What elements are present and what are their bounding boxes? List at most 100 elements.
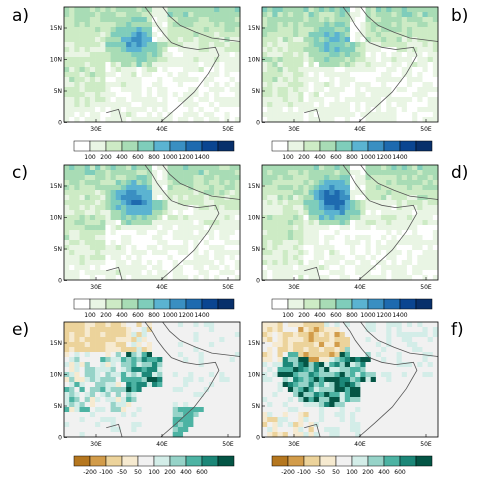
heatmap-cell xyxy=(64,322,70,328)
heatmap-cell xyxy=(110,7,117,13)
heatmap-cell xyxy=(396,402,403,408)
heatmap-cell xyxy=(115,245,122,251)
heatmap-cell xyxy=(267,265,273,271)
heatmap-cell xyxy=(110,175,117,181)
heatmap-cell xyxy=(110,165,117,171)
heatmap-cell xyxy=(214,347,220,353)
heatmap-cell xyxy=(115,17,122,23)
heatmap-cell xyxy=(224,67,230,73)
heatmap-cell xyxy=(272,240,278,246)
heatmap-cell xyxy=(162,210,168,216)
heatmap-cell xyxy=(427,235,434,241)
heatmap-cell xyxy=(381,377,387,383)
heatmap-cell xyxy=(203,165,210,171)
heatmap-cell xyxy=(287,52,294,58)
heatmap-cell xyxy=(303,37,309,43)
heatmap-cell xyxy=(229,387,236,393)
heatmap-cell xyxy=(79,230,86,236)
heatmap-cell xyxy=(277,12,284,18)
heatmap-cell xyxy=(375,427,382,433)
heatmap-cell xyxy=(381,270,387,276)
heatmap-cell xyxy=(432,22,439,28)
heatmap-cell xyxy=(152,72,158,78)
heatmap-cell xyxy=(396,22,403,28)
heatmap-cell xyxy=(298,67,304,73)
heatmap-cell xyxy=(370,382,377,388)
heatmap-cell xyxy=(365,270,372,276)
heatmap-cell xyxy=(386,347,392,353)
heatmap-cell xyxy=(141,332,148,338)
heatmap-cell xyxy=(277,215,284,221)
heatmap-cell xyxy=(386,195,392,201)
heatmap-cell xyxy=(115,12,122,18)
heatmap-cell xyxy=(406,245,413,251)
heatmap-cell xyxy=(136,357,142,363)
heatmap-cell xyxy=(401,407,408,413)
y-tick-label: 0 xyxy=(58,435,62,442)
heatmap-cell xyxy=(287,357,294,363)
heatmap-cell xyxy=(344,62,351,68)
heatmap-cell xyxy=(95,170,101,176)
heatmap-cell xyxy=(318,112,325,118)
heatmap-cell xyxy=(162,240,168,246)
heatmap-cell xyxy=(282,22,289,28)
heatmap-cell xyxy=(318,117,325,123)
heatmap-cell xyxy=(105,165,111,171)
heatmap-cell xyxy=(120,427,127,433)
heatmap-cell xyxy=(334,230,340,236)
heatmap-cell xyxy=(89,205,96,211)
heatmap-cell xyxy=(115,412,122,418)
heatmap-cell xyxy=(360,47,366,53)
heatmap-cell xyxy=(100,260,106,266)
heatmap-cell xyxy=(396,270,403,276)
heatmap-cell xyxy=(355,92,361,98)
heatmap-cell xyxy=(267,72,273,78)
heatmap-cell xyxy=(152,47,158,53)
heatmap-cell xyxy=(386,275,392,281)
heatmap-cell xyxy=(365,170,372,176)
heatmap-cell xyxy=(370,67,377,73)
heatmap-cell xyxy=(224,62,230,68)
heatmap-cell xyxy=(308,337,315,343)
heatmap-cell xyxy=(95,32,101,38)
heatmap-cell xyxy=(177,112,184,118)
heatmap-cell xyxy=(126,342,132,348)
heatmap-cell xyxy=(287,47,294,53)
heatmap-cell xyxy=(177,342,184,348)
colorbar-label: 800 xyxy=(148,154,160,161)
heatmap-cell xyxy=(64,165,70,171)
heatmap-cell xyxy=(115,52,122,58)
heatmap-cell xyxy=(381,245,387,251)
heatmap-cell xyxy=(203,250,210,256)
heatmap-cell xyxy=(324,195,330,201)
heatmap-cell xyxy=(386,427,392,433)
heatmap-cell xyxy=(282,37,289,43)
heatmap-cell xyxy=(401,347,408,353)
heatmap-cell xyxy=(375,367,382,373)
heatmap-cell xyxy=(334,210,340,216)
heatmap-cell xyxy=(214,67,220,73)
heatmap-cell xyxy=(110,27,117,33)
heatmap-cell xyxy=(381,275,387,281)
heatmap-cell xyxy=(360,260,366,266)
heatmap-cell xyxy=(193,265,199,271)
heatmap-cell xyxy=(262,387,268,393)
heatmap-cell xyxy=(267,367,273,373)
heatmap-cell xyxy=(318,397,325,403)
heatmap-cell xyxy=(234,12,241,18)
heatmap-cell xyxy=(100,165,106,171)
heatmap-cell xyxy=(146,387,153,393)
heatmap-cell xyxy=(193,32,199,38)
heatmap-cell xyxy=(198,117,205,123)
heatmap-cell xyxy=(162,367,168,373)
heatmap-cell xyxy=(146,372,153,378)
heatmap-cell xyxy=(287,392,294,398)
heatmap-cell xyxy=(391,32,397,38)
heatmap-cell xyxy=(120,230,127,236)
heatmap-cell xyxy=(120,270,127,276)
heatmap-cell xyxy=(293,112,299,118)
heatmap-cell xyxy=(141,210,148,216)
heatmap-cell xyxy=(293,72,299,78)
heatmap-cell xyxy=(89,97,96,103)
heatmap-cell xyxy=(417,12,423,18)
